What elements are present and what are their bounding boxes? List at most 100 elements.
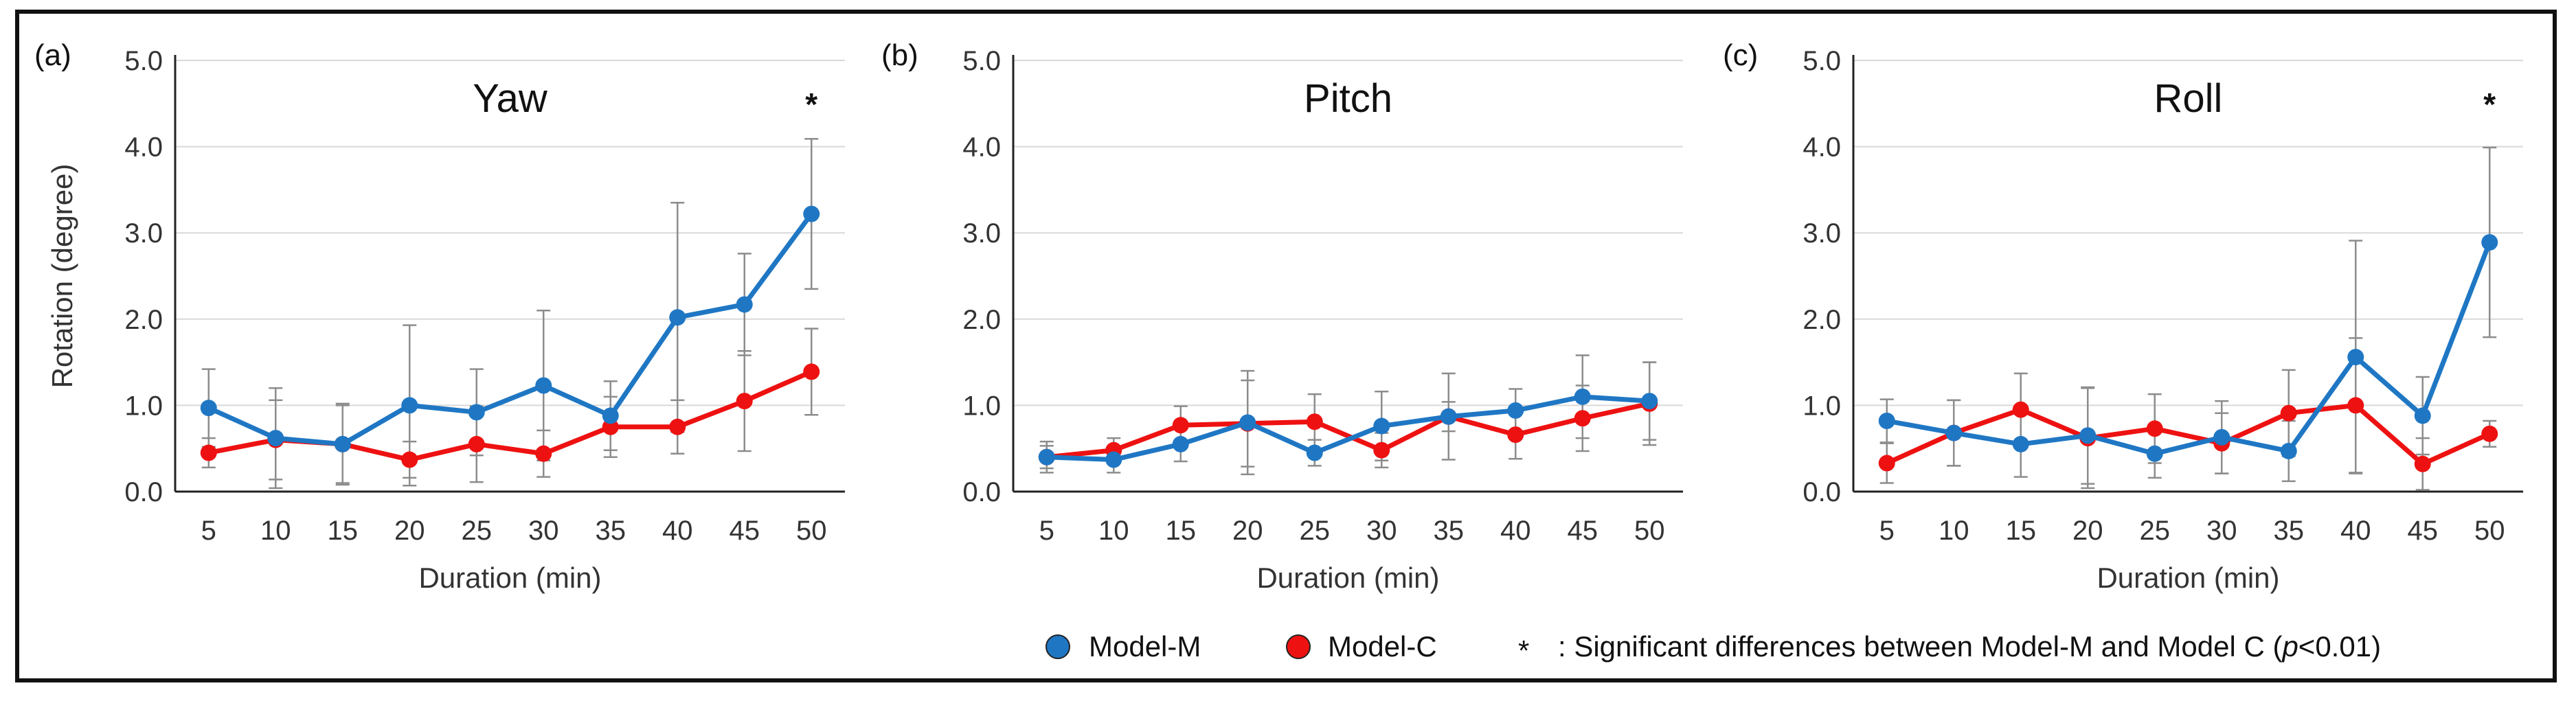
significance-mark: *	[2483, 87, 2496, 122]
x-tick-label: 20	[1232, 516, 1263, 546]
data-point-model-c	[1306, 413, 1323, 430]
data-point-model-c	[401, 451, 418, 468]
panel-title: Yaw	[473, 76, 548, 121]
x-tick-label: 15	[328, 516, 359, 546]
data-point-model-c	[669, 418, 686, 435]
data-point-model-m	[1440, 408, 1457, 425]
y-tick-label: 2.0	[962, 305, 1001, 335]
y-tick-label: 3.0	[962, 218, 1001, 249]
legend-note-p: p	[2281, 630, 2298, 663]
panel-label: (b)	[881, 38, 918, 72]
y-tick-label: 5.0	[124, 46, 163, 76]
data-point-model-m	[2481, 234, 2498, 251]
x-tick-label: 50	[2474, 516, 2505, 546]
panel-yaw: 0.0 1.0 2.0 3.0 4.0 5.0 5 10 15 20 25 30 35 40 45 50 Dur…	[34, 38, 845, 594]
data-point-model-m	[669, 309, 686, 326]
y-tick-label: 5.0	[962, 46, 1001, 76]
legend-note-suffix: <0.01)	[2298, 630, 2381, 663]
x-tick-label: 10	[1098, 516, 1129, 546]
data-point-model-m	[468, 404, 485, 421]
legend-significance-mark: *	[1518, 634, 1529, 667]
x-tick-label: 45	[2408, 516, 2439, 546]
x-tick-label: 35	[1434, 516, 1465, 546]
data-point-model-m	[1239, 414, 1256, 431]
x-tick-label: 25	[462, 516, 493, 546]
y-tick-label: 4.0	[962, 133, 1001, 163]
x-tick-label: 30	[528, 516, 559, 546]
x-tick-label: 35	[2274, 516, 2305, 546]
data-point-model-c	[736, 393, 753, 410]
data-point-model-c	[2146, 420, 2163, 437]
data-point-model-m	[200, 400, 217, 417]
data-point-model-c	[200, 444, 217, 461]
x-tick-label: 5	[201, 516, 216, 546]
figure-frame	[15, 10, 2557, 682]
x-tick-label: 25	[2140, 516, 2171, 546]
data-point-model-m	[401, 397, 418, 414]
data-point-model-m	[2146, 445, 2163, 462]
data-point-model-m	[736, 296, 753, 313]
series-line-model-c	[1046, 401, 1650, 460]
x-tick-label: 15	[2006, 516, 2037, 546]
x-tick-label: 50	[1634, 516, 1665, 546]
data-point-model-m	[803, 205, 820, 222]
data-point-model-c	[2347, 397, 2364, 414]
data-point-model-m	[1306, 444, 1323, 461]
panel-roll: 0.0 1.0 2.0 3.0 4.0 5.0 5 10 15 20 25 30 35 40 45 50 Dur…	[1723, 38, 2523, 594]
x-tick-label: 10	[1939, 516, 1969, 546]
data-point-model-m	[1945, 424, 1963, 441]
data-point-model-c	[803, 363, 820, 380]
data-point-model-c	[1574, 410, 1591, 427]
x-tick-label: 40	[662, 516, 693, 546]
data-point-model-c	[1878, 455, 1895, 472]
data-point-model-c	[1373, 441, 1390, 459]
data-point-model-c	[2481, 425, 2498, 442]
x-tick-label: 20	[2072, 516, 2103, 546]
x-tick-label: 40	[1500, 516, 1531, 546]
x-tick-label: 30	[2206, 516, 2237, 546]
data-point-model-c	[2280, 404, 2297, 422]
y-tick-label: 1.0	[124, 391, 163, 421]
legend-note-prefix: : Significant differences between Model-…	[1558, 630, 2282, 663]
x-tick-label: 5	[1879, 516, 1895, 546]
legend-marker-model-m	[1046, 634, 1070, 659]
panel-label: (a)	[34, 38, 71, 72]
series-line-model-c	[1886, 402, 2491, 467]
y-tick-label: 0.0	[962, 477, 1001, 507]
x-tick-label: 5	[1039, 516, 1054, 546]
y-tick-label: 5.0	[1803, 46, 1841, 76]
series-line-model-m	[1046, 394, 1650, 463]
x-tick-label: 35	[596, 516, 626, 546]
data-point-model-m	[2213, 428, 2230, 446]
y-tick-label: 4.0	[1803, 133, 1841, 163]
data-point-model-m	[334, 435, 351, 452]
x-axis-title: Duration (min)	[418, 562, 601, 594]
y-tick-label: 1.0	[1803, 391, 1841, 421]
y-tick-label: 0.0	[124, 477, 163, 507]
panel-label: (c)	[1723, 38, 1758, 72]
y-tick-label: 4.0	[124, 133, 163, 163]
series-line-model-m	[207, 212, 814, 447]
panel-title: Roll	[2154, 76, 2223, 121]
data-point-model-m	[2012, 435, 2029, 452]
data-point-model-m	[2079, 427, 2097, 444]
data-point-model-m	[1172, 435, 1189, 452]
x-tick-label: 25	[1300, 516, 1331, 546]
x-tick-label: 15	[1166, 516, 1197, 546]
x-axis-title: Duration (min)	[1256, 562, 1439, 594]
data-point-model-c	[468, 435, 485, 452]
series-line-model-m	[1886, 241, 2492, 457]
y-tick-label: 0.0	[1803, 477, 1841, 507]
legend-label-model-c: Model-C	[1328, 630, 1437, 663]
data-point-model-c	[2414, 455, 2431, 472]
x-tick-label: 50	[796, 516, 827, 546]
data-point-model-c	[1507, 426, 1524, 444]
data-point-model-m	[1574, 388, 1591, 405]
x-tick-label: 20	[394, 516, 425, 546]
y-axis-title: Rotation (degree)	[46, 164, 78, 389]
x-tick-label: 40	[2340, 516, 2371, 546]
series-line-model-c	[208, 369, 813, 463]
data-point-model-c	[2012, 401, 2029, 418]
data-point-model-m	[1878, 413, 1895, 430]
